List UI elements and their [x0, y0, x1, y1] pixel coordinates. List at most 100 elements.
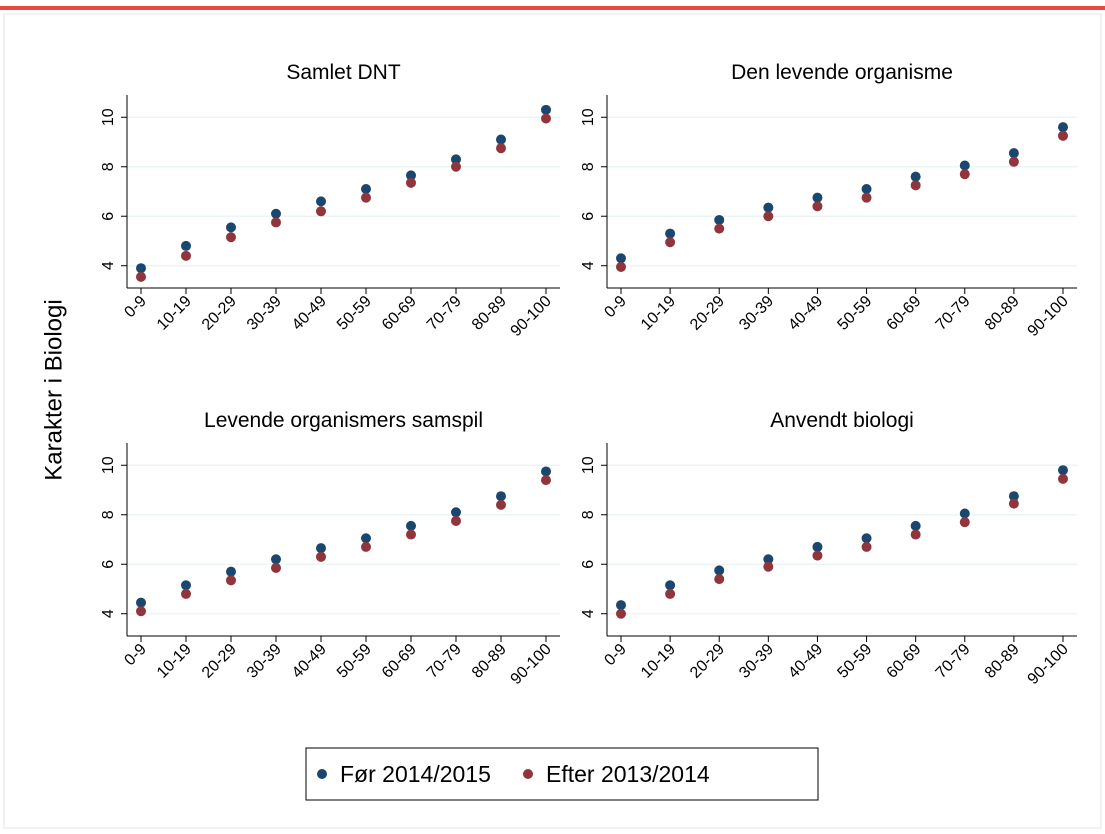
point [1058, 465, 1068, 476]
point [665, 588, 676, 599]
y-tick-label: 6 [100, 560, 117, 569]
point [861, 541, 872, 552]
point [271, 208, 281, 219]
point [136, 606, 146, 617]
y-axis-label: Karakter i Biologi [40, 299, 67, 480]
panel-title: Anvendt biologi [770, 409, 914, 432]
y-tick-label: 10 [580, 456, 597, 474]
point [451, 507, 461, 518]
point [271, 554, 281, 565]
y-tick-label: 10 [100, 456, 117, 474]
point [1008, 156, 1019, 167]
point [665, 580, 676, 591]
point [861, 192, 872, 203]
point [226, 222, 236, 233]
point [763, 211, 774, 222]
panel-title: Levende organismers samspil [204, 409, 483, 432]
point [361, 192, 371, 203]
y-tick-label: 4 [100, 609, 117, 618]
point [181, 588, 191, 599]
y-tick-label: 10 [580, 108, 597, 126]
point [451, 515, 461, 526]
point [361, 541, 371, 552]
point [316, 551, 326, 562]
point [910, 529, 921, 540]
point [496, 491, 506, 502]
point [714, 574, 725, 585]
point [316, 543, 326, 554]
point [181, 240, 191, 251]
point [226, 566, 236, 577]
y-tick-label: 4 [580, 261, 597, 270]
legend-marker [523, 769, 533, 779]
frame [3, 13, 1102, 829]
point [812, 192, 823, 203]
point [1058, 130, 1068, 141]
point [665, 237, 676, 248]
point [763, 202, 774, 213]
y-tick-label: 10 [100, 108, 117, 126]
point [496, 499, 506, 510]
point [763, 561, 774, 572]
point [812, 550, 823, 561]
point [959, 508, 970, 519]
y-tick-label: 6 [100, 212, 117, 221]
point [361, 533, 371, 544]
point [496, 134, 506, 145]
point [541, 113, 551, 124]
point [181, 580, 191, 591]
y-tick-label: 8 [100, 510, 117, 519]
point [451, 154, 461, 165]
point [959, 169, 970, 180]
point [616, 600, 626, 611]
point [616, 261, 626, 272]
point [226, 575, 236, 586]
y-tick-label: 4 [100, 261, 117, 270]
point [959, 517, 970, 528]
top-rule [0, 6, 1105, 10]
point [910, 520, 921, 531]
point [451, 161, 461, 172]
point [316, 196, 326, 207]
point [1058, 473, 1068, 484]
point [763, 554, 774, 565]
legend-marker [317, 769, 327, 779]
point [616, 608, 626, 619]
point [226, 232, 236, 243]
point [181, 250, 191, 261]
point [812, 541, 823, 552]
point [271, 217, 281, 228]
point [1008, 498, 1019, 509]
point [406, 170, 416, 181]
point [136, 271, 146, 282]
point [1008, 148, 1019, 159]
panel-title: Samlet DNT [286, 61, 401, 84]
point [406, 529, 416, 540]
point [861, 533, 872, 544]
point [959, 160, 970, 171]
legend-label: Før 2014/2015 [340, 761, 491, 787]
point [714, 214, 725, 225]
point [541, 104, 551, 115]
y-tick-label: 8 [580, 162, 597, 171]
point [616, 253, 626, 264]
point [910, 171, 921, 182]
point [271, 562, 281, 573]
y-tick-label: 8 [580, 510, 597, 519]
point [812, 201, 823, 212]
point [714, 223, 725, 234]
point [910, 180, 921, 191]
y-tick-label: 6 [580, 560, 597, 569]
point [665, 228, 676, 239]
point [361, 184, 371, 195]
point [1058, 122, 1068, 133]
point [406, 177, 416, 188]
legend-label: Efter 2013/2014 [546, 761, 710, 787]
y-tick-label: 4 [580, 609, 597, 618]
point [861, 184, 872, 195]
legend-box [305, 747, 819, 801]
point [406, 520, 416, 531]
point [136, 263, 146, 274]
